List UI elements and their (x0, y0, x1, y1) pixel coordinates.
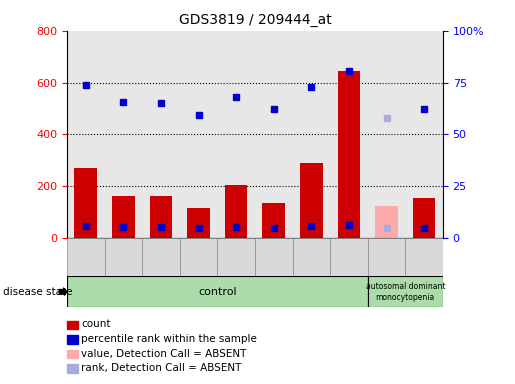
Bar (217, 31, 255, 238)
Bar (67, 31, 105, 238)
Bar (105, 31, 142, 238)
Bar (368, 276, 443, 307)
Bar (180, 238, 217, 276)
Text: count: count (81, 319, 111, 329)
Bar (405, 238, 443, 276)
Text: percentile rank within the sample: percentile rank within the sample (81, 334, 258, 344)
Bar (330, 238, 368, 276)
Bar (263, 203, 285, 238)
Bar (300, 163, 322, 238)
Title: GDS3819 / 209444_at: GDS3819 / 209444_at (179, 13, 331, 27)
Bar (75, 168, 97, 238)
Bar (142, 238, 180, 276)
Bar (368, 238, 405, 276)
Bar (413, 198, 435, 238)
Bar (255, 31, 293, 238)
Bar (142, 31, 180, 238)
Bar (105, 238, 142, 276)
Bar (225, 185, 247, 238)
Bar (330, 31, 368, 238)
Bar (150, 196, 172, 238)
Bar (67, 276, 368, 307)
Bar (180, 31, 217, 238)
Bar (187, 208, 210, 238)
Bar (338, 71, 360, 238)
Bar (112, 196, 134, 238)
Text: rank, Detection Call = ABSENT: rank, Detection Call = ABSENT (81, 363, 242, 373)
Bar (368, 31, 405, 238)
Text: autosomal dominant
monocytopenia: autosomal dominant monocytopenia (366, 282, 445, 301)
Text: control: control (198, 287, 236, 297)
Bar (405, 31, 443, 238)
Text: disease state: disease state (3, 287, 72, 297)
Bar (293, 31, 330, 238)
Bar (67, 238, 105, 276)
Bar (217, 238, 255, 276)
Bar (255, 238, 293, 276)
Bar (293, 238, 330, 276)
Text: value, Detection Call = ABSENT: value, Detection Call = ABSENT (81, 349, 247, 359)
Bar (375, 206, 398, 238)
